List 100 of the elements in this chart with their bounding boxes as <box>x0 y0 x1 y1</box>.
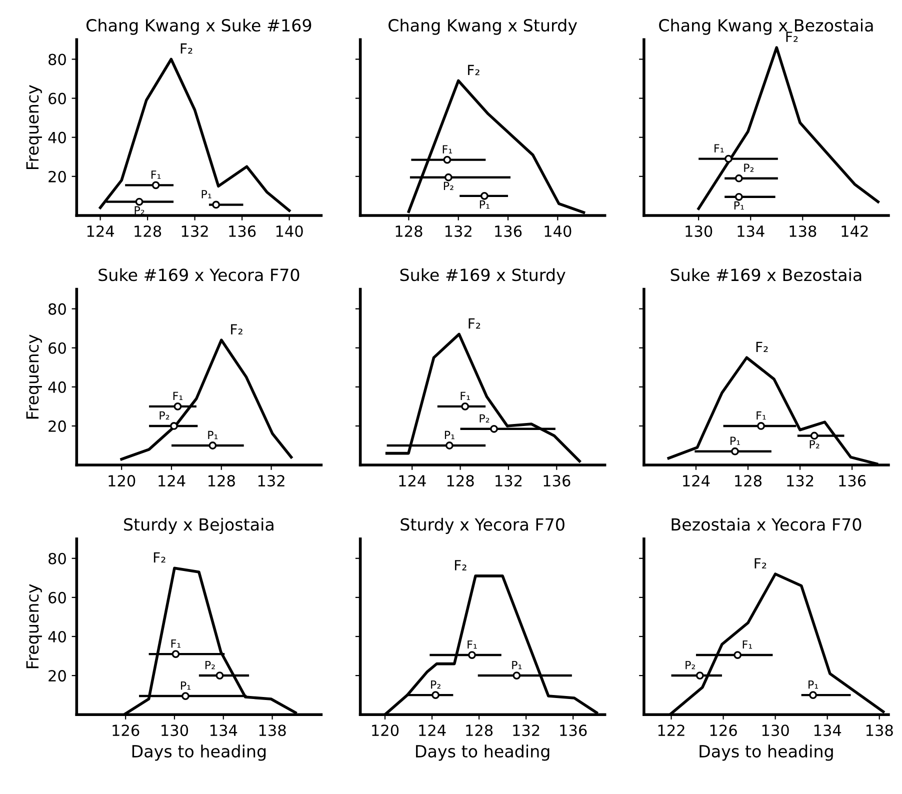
y-tick-label: 80 <box>48 303 66 315</box>
series-label: P₁ <box>202 190 212 198</box>
series-label: F₁ <box>442 145 452 154</box>
point <box>170 422 178 430</box>
y-tick-label: 80 <box>48 54 66 66</box>
x-tick-label: 138 <box>259 724 286 736</box>
point <box>182 692 190 700</box>
series-label: F₁ <box>742 640 752 649</box>
series-label: F₂ <box>756 342 768 352</box>
x-tick-label: 136 <box>229 225 256 238</box>
series-label: P₁ <box>512 660 522 670</box>
series-label: F₂ <box>454 560 466 570</box>
x-tick-label: 140 <box>276 225 303 238</box>
chart-title: Suke #169 x Bezostaia <box>670 268 862 282</box>
y-tick-label: 20 <box>48 420 66 432</box>
series-label: P₂ <box>686 660 696 670</box>
series-label: P₁ <box>180 681 190 690</box>
y-axis-title: Frequency <box>26 334 42 419</box>
series-label: F₁ <box>173 392 183 400</box>
series-label: P₁ <box>808 680 818 689</box>
chart-title: Suke #169 x Yecora F70 <box>98 268 300 282</box>
series-label: F₁ <box>460 392 470 400</box>
x-tick-label: 132 <box>787 475 814 487</box>
x-tick-label: 126 <box>112 724 140 736</box>
x-tick-label: 120 <box>372 724 399 736</box>
series-label: P₁ <box>730 436 740 445</box>
x-tick-label: 130 <box>686 225 712 238</box>
x-tick-label: 128 <box>466 724 493 736</box>
series-label: P₂ <box>480 414 490 422</box>
y-tick-label: 40 <box>48 630 66 643</box>
series-label: F₂ <box>180 43 192 54</box>
chart-title: Sturdy x Yecora F70 <box>400 518 564 534</box>
series-label: F₂ <box>231 324 242 334</box>
chart-title: Suke #169 x Sturdy <box>400 268 566 284</box>
point <box>212 200 220 209</box>
series-label: P₂ <box>205 660 215 670</box>
series-label: F₁ <box>171 639 181 648</box>
y-tick-label: 60 <box>48 342 66 354</box>
x-axis-title: Days to heading <box>416 744 550 761</box>
x-tick-label: 124 <box>158 475 186 486</box>
x-tick-label: 124 <box>419 724 446 736</box>
series-label: P₂ <box>134 206 144 214</box>
series-label: F₁ <box>756 411 766 420</box>
x-tick-label: 128 <box>447 475 474 487</box>
x-axis-title: Days to heading <box>700 744 833 761</box>
y-tick-label: 80 <box>48 552 66 564</box>
point <box>135 198 144 206</box>
line-series <box>120 338 293 461</box>
x-tick-label: 136 <box>544 475 570 487</box>
series-label: P₂ <box>810 440 820 448</box>
y-tick-label: 60 <box>48 92 66 104</box>
series-label: P₁ <box>444 430 454 440</box>
x-tick-label: 130 <box>762 724 789 736</box>
chart-title: Sturdy x Bejostaia <box>124 518 274 534</box>
x-tick-label: 140 <box>544 225 572 238</box>
chart-title: Chang Kwang x Sturdy <box>388 18 578 35</box>
series-label: P₂ <box>744 164 754 172</box>
series-label: F₁ <box>714 144 724 152</box>
series-label: P₂ <box>431 680 440 689</box>
series-label: F₁ <box>151 170 161 179</box>
x-axis-title: Days to heading <box>132 744 266 761</box>
series-label: F₂ <box>154 552 166 563</box>
x-tick-label: 124 <box>87 225 114 237</box>
y-axis-title: Frequency <box>26 584 42 668</box>
x-tick-label: 134 <box>814 724 842 736</box>
point <box>216 672 224 680</box>
x-tick-label: 128 <box>735 475 762 487</box>
x-tick-label: 122 <box>658 724 684 736</box>
series-label: F₂ <box>468 64 480 76</box>
x-tick-label: 124 <box>683 475 710 486</box>
series-label: P₁ <box>480 200 490 209</box>
x-tick-label: 132 <box>513 724 540 736</box>
y-tick-label: 20 <box>48 170 66 182</box>
x-tick-label: 128 <box>396 225 422 238</box>
x-tick-label: 132 <box>496 475 522 487</box>
x-tick-label: 134 <box>210 724 238 736</box>
x-tick-label: 128 <box>134 225 162 238</box>
point <box>152 181 160 190</box>
y-axis-title: Frequency <box>26 85 42 169</box>
x-tick-label: 136 <box>839 475 866 487</box>
x-tick-label: 132 <box>445 225 472 238</box>
series-label: P₁ <box>208 430 218 440</box>
chart-title: Chang Kwang x Suke #169 <box>86 18 312 35</box>
x-tick-label: 120 <box>108 475 136 487</box>
x-tick-label: 136 <box>560 724 587 736</box>
y-tick-label: 20 <box>48 670 66 682</box>
x-tick-label: 136 <box>495 225 522 238</box>
y-tick-label: 40 <box>48 132 66 144</box>
y-tick-label: 60 <box>48 592 66 604</box>
x-tick-label: 128 <box>208 475 235 487</box>
point <box>172 650 180 658</box>
series-label: F₂ <box>754 558 766 568</box>
series-label: P₂ <box>160 411 170 420</box>
x-tick-label: 134 <box>738 225 764 238</box>
x-tick-label: 142 <box>842 225 868 237</box>
x-tick-label: 124 <box>399 475 426 486</box>
x-tick-label: 138 <box>866 724 893 736</box>
x-tick-label: 132 <box>182 225 208 238</box>
x-tick-label: 138 <box>790 225 816 238</box>
series-label: F₂ <box>468 318 480 329</box>
